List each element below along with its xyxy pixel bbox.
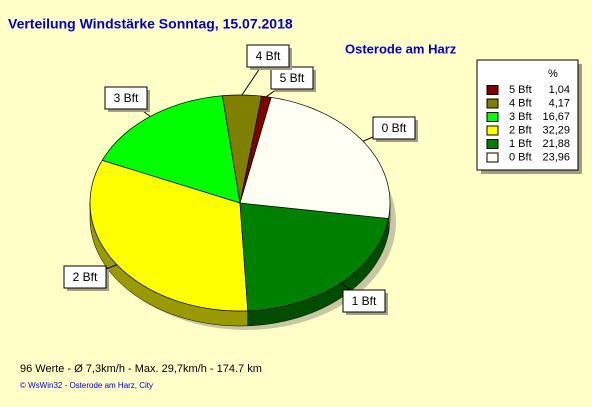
- label-box: [342, 289, 386, 313]
- legend-swatch: [486, 152, 499, 163]
- legend-label: 5 Bft: [509, 84, 532, 96]
- label-box: [246, 44, 290, 68]
- legend-value: 32,29: [542, 124, 570, 136]
- slice: [101, 95, 241, 204]
- legend: 5 Bft 1,04 4 Bft 4,17 3 Bft 16,67 2 Bft 32,29 1 …: [486, 84, 570, 163]
- chart-title: Verteilung Windstärke Sonntag, 15.07.201…: [8, 16, 293, 32]
- legend-label: 1 Bft: [509, 138, 532, 150]
- legend-label: 2 Bft: [509, 124, 532, 136]
- legend-swatch: [486, 139, 499, 149]
- legend-header: %: [548, 68, 558, 80]
- footer-stats: 96 Werte - Ø 7,3km/h - Max. 29,7km/h - 1…: [20, 363, 262, 375]
- slice-labels: 5 Bft 4 Bft 3 Bft 2 Bft 1 Bft 0 Bft: [63, 44, 418, 315]
- legend-value: 23,96: [542, 151, 570, 163]
- slice-label: 3 Bft: [114, 91, 139, 105]
- legend-label: 3 Bft: [509, 111, 532, 123]
- slice: [89, 159, 249, 312]
- slice-label: 0 Bft: [382, 121, 407, 135]
- legend-value: 21,88: [542, 138, 570, 150]
- legend-value: 4,17: [549, 97, 570, 109]
- pie: [89, 94, 391, 327]
- label-box: [104, 86, 148, 110]
- slice-label: 5 Bft: [280, 71, 305, 85]
- footer-credit: © WsWin32 - Osterode am Harz, City: [20, 381, 153, 390]
- legend-label: 0 Bft: [509, 151, 532, 163]
- label-box: [63, 265, 107, 289]
- chart-subtitle: Osterode am Harz: [345, 41, 457, 56]
- legend-label: 4 Bft: [509, 97, 532, 109]
- legend-value: 1,04: [549, 84, 570, 96]
- legend-swatch: [486, 85, 499, 95]
- slice-label: 2 Bft: [73, 270, 98, 284]
- slice-label: 1 Bft: [352, 294, 377, 308]
- slice-label: 4 Bft: [256, 49, 281, 63]
- legend-value: 16,67: [542, 111, 570, 123]
- legend-swatch: [486, 98, 499, 109]
- legend-swatch: [486, 112, 499, 122]
- label-box: [372, 116, 416, 140]
- legend-swatch: [486, 125, 499, 136]
